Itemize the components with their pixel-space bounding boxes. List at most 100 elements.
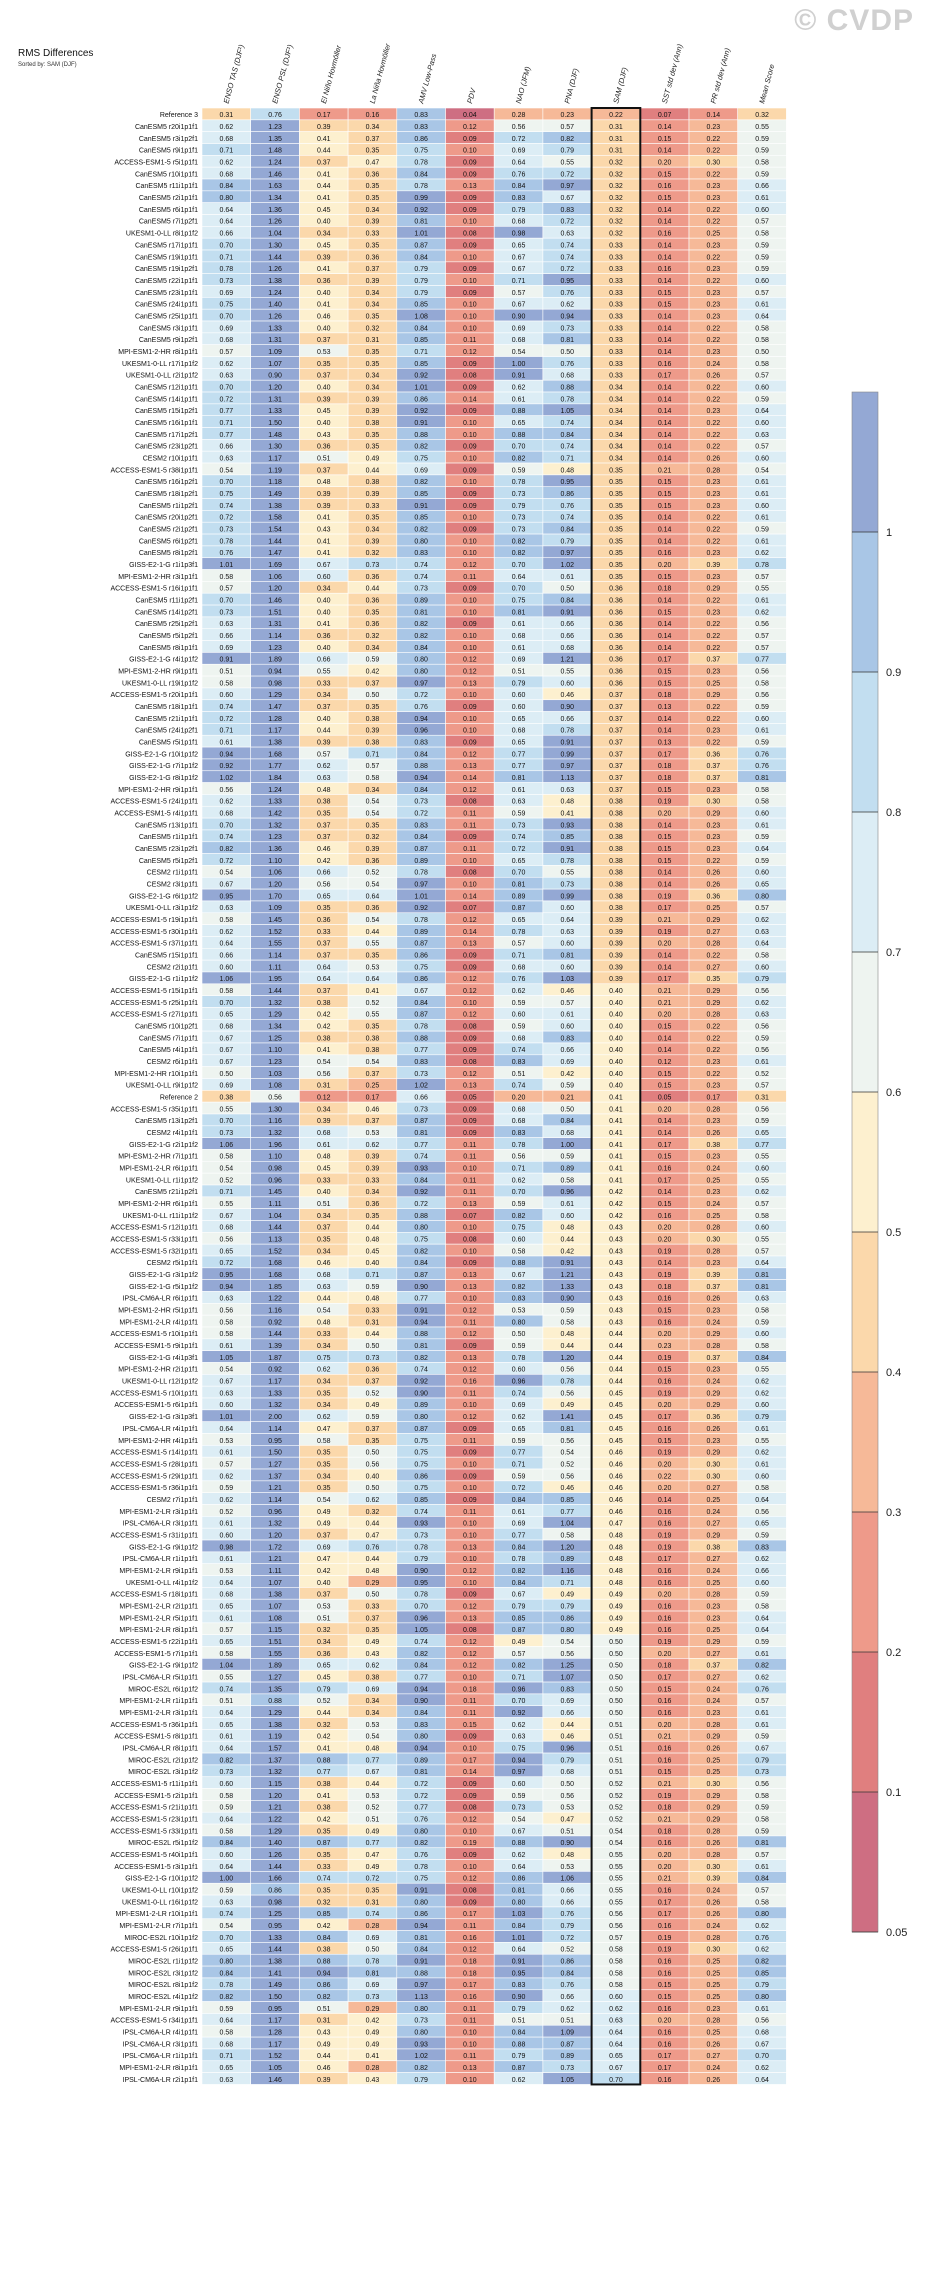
cell-value: 0.49: [366, 1639, 380, 1646]
cell-value: 0.63: [317, 775, 331, 782]
cell-value: 0.22: [707, 396, 721, 403]
cell-value: 0.74: [512, 1083, 526, 1090]
cell-value: 0.55: [755, 1367, 769, 1374]
cell-value: 0.87: [560, 2041, 574, 2048]
cell-value: 0.64: [366, 893, 380, 900]
cell-value: 0.59: [366, 1284, 380, 1291]
cell-value: 0.37: [366, 136, 380, 143]
cell-value: 0.86: [268, 1887, 282, 1894]
cell-value: 0.37: [366, 680, 380, 687]
cell-value: 0.82: [512, 538, 526, 545]
cell-value: 0.61: [755, 1722, 769, 1729]
cell-value: 0.33: [609, 266, 623, 273]
cell-value: 0.83: [414, 550, 428, 557]
cell-value: 0.95: [268, 1923, 282, 1930]
cell-value: 0.65: [220, 1947, 234, 1954]
row-label: CanESM5 r1i1p2f1: [139, 503, 198, 510]
cell-value: 0.66: [560, 633, 574, 640]
cell-value: 0.93: [560, 822, 574, 829]
cell-value: 1.50: [268, 1994, 282, 2001]
cell-value: 0.14: [658, 645, 672, 652]
row-label: CanESM5 r21i1p1f1: [135, 716, 198, 723]
cell-value: 1.15: [268, 1627, 282, 1634]
row-label: GISS-E2-1-G r10i1p1f2: [125, 751, 198, 758]
cell-value: 0.08: [463, 1627, 477, 1634]
cell-value: 0.14: [658, 633, 672, 640]
cell-value: 0.34: [317, 1639, 331, 1646]
row-label: MPI-ESM1-2-LR r5i1p1f1: [119, 1615, 198, 1622]
cell-value: 0.86: [560, 491, 574, 498]
cell-value: 0.16: [658, 231, 672, 238]
cell-value: 0.16: [658, 1568, 672, 1575]
cell-value: 1.84: [268, 775, 282, 782]
cell-value: 0.74: [512, 1047, 526, 1054]
cell-value: 0.62: [220, 799, 234, 806]
cell-value: 0.68: [512, 1035, 526, 1042]
cell-value: 0.39: [366, 491, 380, 498]
cell-value: 0.40: [609, 1024, 623, 1031]
cell-value: 0.36: [707, 893, 721, 900]
cell-value: 0.11: [463, 2018, 476, 2025]
cell-value: 0.77: [220, 408, 234, 415]
cell-value: 0.92: [414, 373, 428, 380]
cell-value: 0.85: [755, 1970, 769, 1977]
cell-value: 0.48: [366, 1568, 380, 1575]
cell-value: 0.48: [560, 1331, 574, 1338]
cell-value: 0.95: [220, 1272, 234, 1279]
cell-value: 0.81: [560, 953, 574, 960]
cell-value: 0.55: [755, 1154, 769, 1161]
cell-value: 0.10: [463, 254, 477, 261]
cell-value: 0.97: [414, 1982, 428, 1989]
cell-value: 0.77: [220, 432, 234, 439]
cell-value: 0.65: [755, 882, 769, 889]
cell-value: 0.22: [707, 597, 721, 604]
row-label: ACCESS-ESM1-5 r32i1p1f1: [110, 1248, 198, 1255]
cell-value: 0.55: [560, 870, 574, 877]
cell-value: 0.35: [317, 810, 331, 817]
cell-value: 0.45: [317, 207, 331, 214]
cell-value: 0.59: [755, 1805, 769, 1812]
cell-value: 0.40: [317, 716, 331, 723]
cell-value: 0.39: [609, 976, 623, 983]
cell-value: 0.36: [609, 680, 623, 687]
row-label: CanESM5 r3i1p2f1: [139, 136, 198, 143]
cell-value: 0.26: [707, 373, 721, 380]
cell-value: 0.48: [609, 1544, 623, 1551]
cell-value: 0.22: [707, 444, 721, 451]
cell-value: 0.71: [414, 349, 428, 356]
cell-value: 0.23: [707, 1710, 721, 1717]
cell-value: 0.87: [414, 1272, 428, 1279]
cell-value: 0.12: [463, 1639, 477, 1646]
cell-value: 0.48: [609, 1580, 623, 1587]
cell-value: 0.76: [560, 290, 574, 297]
cell-value: 0.38: [609, 870, 623, 877]
cell-value: 0.78: [512, 1355, 526, 1362]
cell-value: 0.91: [560, 1260, 574, 1267]
cell-value: 0.84: [512, 2030, 526, 2037]
cell-value: 0.95: [560, 278, 574, 285]
cell-value: 0.17: [463, 1911, 477, 1918]
cell-value: 0.60: [220, 692, 234, 699]
column-header: ENSO PSL (DJF¹): [270, 43, 295, 104]
cell-value: 0.36: [707, 1414, 721, 1421]
cell-value: 0.41: [317, 515, 331, 522]
cell-value: 0.09: [463, 1426, 477, 1433]
cell-value: 0.78: [220, 1982, 234, 1989]
cell-value: 0.56: [560, 1438, 574, 1445]
cell-value: 0.87: [512, 905, 526, 912]
cell-value: 0.84: [560, 432, 574, 439]
cell-value: 0.62: [317, 1414, 331, 1421]
cell-value: 0.41: [317, 136, 331, 143]
cell-value: 0.36: [317, 1651, 331, 1658]
cell-value: 0.37: [317, 704, 331, 711]
cell-value: 0.49: [366, 1864, 380, 1871]
column-header: PR std dev (Ann): [709, 47, 733, 105]
cell-value: 0.61: [755, 491, 769, 498]
cell-value: 1.41: [560, 1414, 574, 1421]
cell-value: 0.82: [560, 136, 574, 143]
cell-value: 0.80: [220, 195, 234, 202]
cell-value: 0.72: [414, 1201, 428, 1208]
cell-value: 0.36: [609, 597, 623, 604]
cell-value: 0.77: [755, 657, 769, 664]
